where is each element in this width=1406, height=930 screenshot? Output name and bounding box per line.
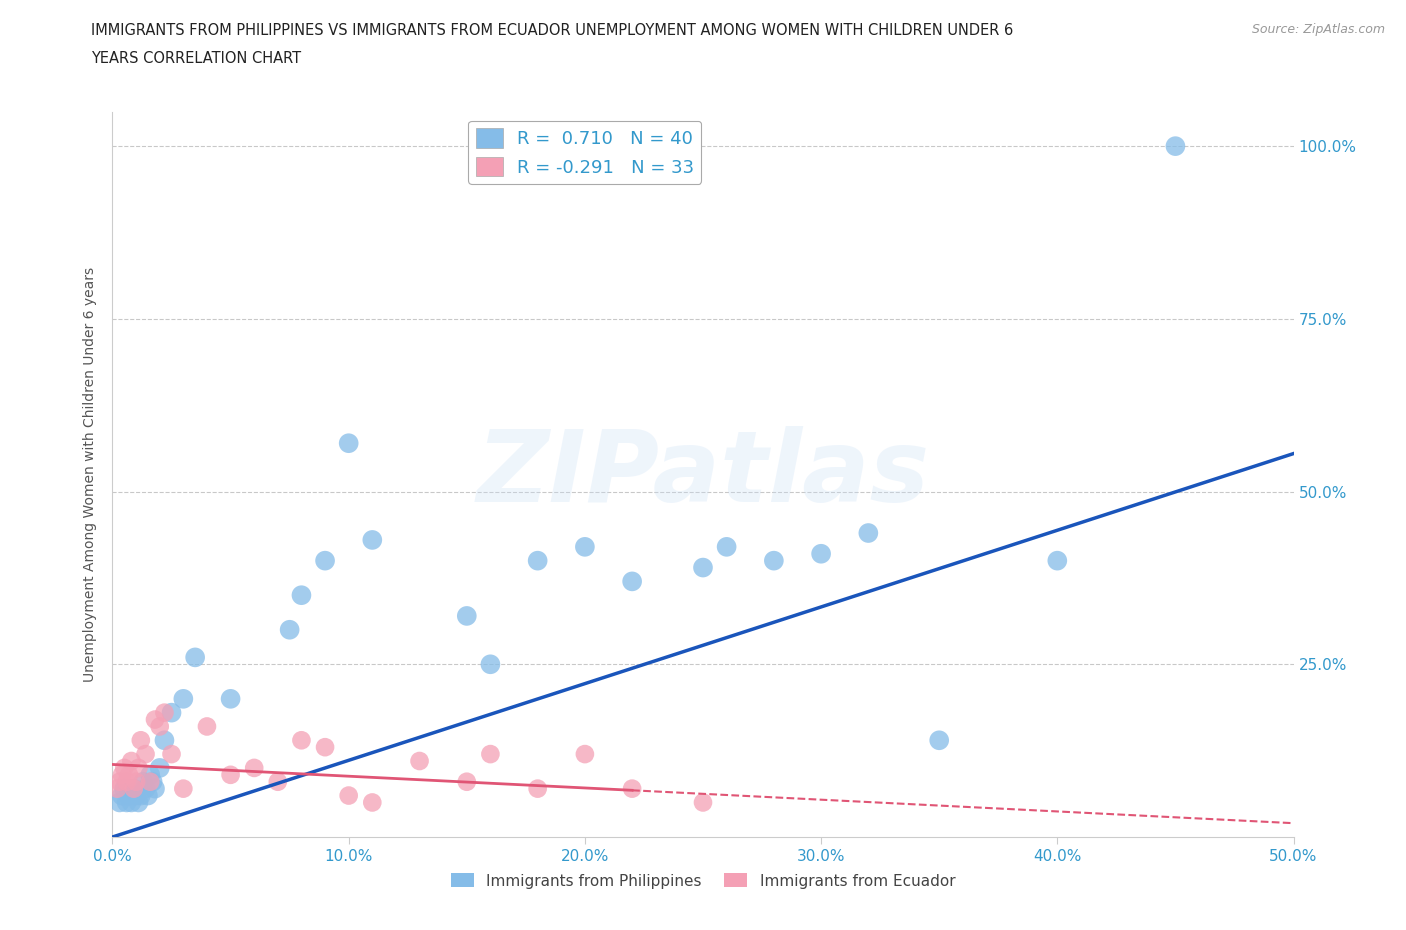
Point (111, 767, 134, 782)
Legend: Immigrants from Philippines, Immigrants from Ecuador: Immigrants from Philippines, Immigrants … (444, 868, 962, 895)
Point (135, 781, 157, 796)
Point (143, 781, 166, 796)
Point (142, 775, 165, 790)
Point (143, 712, 166, 727)
Point (290, 588, 312, 603)
Point (361, 795, 384, 810)
Point (526, 781, 548, 796)
Point (153, 733, 176, 748)
Point (120, 753, 142, 768)
Point (408, 753, 430, 768)
Point (122, 781, 145, 796)
Point (125, 775, 148, 790)
Point (716, 539, 738, 554)
Point (120, 795, 142, 810)
Text: IMMIGRANTS FROM PHILIPPINES VS IMMIGRANTS FROM ECUADOR UNEMPLOYMENT AMONG WOMEN : IMMIGRANTS FROM PHILIPPINES VS IMMIGRANT… (91, 23, 1014, 38)
Point (267, 775, 290, 790)
Point (129, 788, 152, 803)
Y-axis label: Unemployment Among Women with Children Under 6 years: Unemployment Among Women with Children U… (83, 267, 97, 682)
Point (111, 788, 134, 803)
Point (456, 775, 478, 790)
Point (172, 691, 194, 706)
Point (112, 781, 135, 796)
Point (574, 747, 596, 762)
Point (621, 781, 644, 796)
Point (127, 761, 149, 776)
Point (149, 719, 172, 734)
Point (692, 795, 714, 810)
Point (132, 775, 155, 790)
Point (479, 657, 502, 671)
Point (337, 436, 360, 451)
Point (153, 705, 176, 720)
Point (810, 546, 832, 561)
Point (195, 719, 218, 734)
Point (139, 767, 162, 782)
Point (692, 560, 714, 575)
Point (278, 622, 301, 637)
Point (219, 691, 242, 706)
Point (928, 733, 950, 748)
Point (858, 525, 880, 540)
Text: ZIPatlas: ZIPatlas (477, 426, 929, 523)
Point (314, 739, 336, 754)
Point (160, 705, 183, 720)
Point (122, 781, 145, 796)
Point (456, 608, 478, 623)
Point (219, 767, 242, 782)
Point (112, 761, 135, 776)
Point (1164, 139, 1187, 153)
Point (115, 795, 138, 810)
Point (184, 650, 207, 665)
Point (129, 733, 152, 748)
Point (118, 767, 141, 782)
Point (172, 781, 194, 796)
Point (479, 747, 502, 762)
Point (1046, 553, 1069, 568)
Point (115, 775, 138, 790)
Point (526, 553, 548, 568)
Point (149, 761, 172, 776)
Text: Source: ZipAtlas.com: Source: ZipAtlas.com (1251, 23, 1385, 36)
Point (127, 795, 149, 810)
Point (160, 747, 183, 762)
Text: YEARS CORRELATION CHART: YEARS CORRELATION CHART (91, 51, 301, 66)
Point (105, 781, 128, 796)
Point (125, 788, 148, 803)
Point (108, 775, 131, 790)
Point (314, 553, 336, 568)
Point (135, 747, 157, 762)
Point (337, 788, 360, 803)
Point (361, 533, 384, 548)
Point (108, 795, 131, 810)
Point (243, 761, 266, 776)
Point (762, 553, 785, 568)
Point (621, 574, 644, 589)
Point (118, 788, 141, 803)
Point (574, 539, 596, 554)
Point (136, 788, 159, 803)
Point (139, 775, 162, 790)
Point (290, 733, 312, 748)
